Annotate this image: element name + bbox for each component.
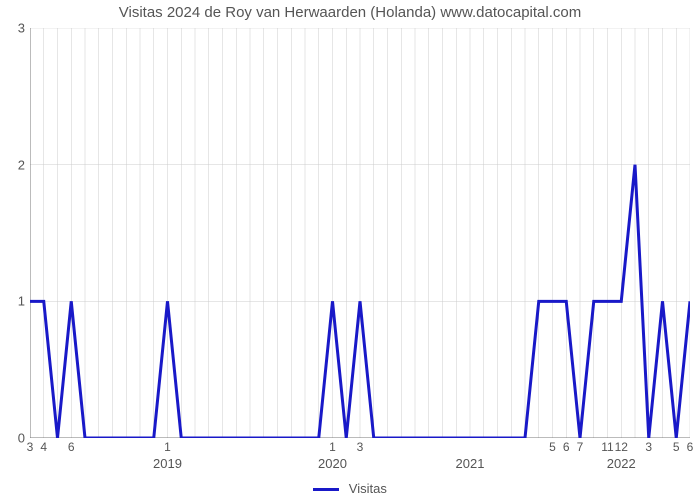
x-tick-label: 7 — [577, 440, 584, 454]
x-tick-label: 11 — [601, 440, 613, 454]
legend: Visitas — [0, 481, 700, 496]
x-year-label: 2020 — [318, 456, 347, 471]
x-year-label: 2019 — [153, 456, 182, 471]
y-tick-label: 1 — [18, 294, 25, 309]
y-tick-label: 3 — [18, 21, 25, 36]
y-tick-label: 0 — [18, 431, 25, 446]
x-tick-label: 1 — [164, 440, 171, 454]
chart-title: Visitas 2024 de Roy van Herwaarden (Hola… — [0, 4, 700, 21]
x-tick-label: 5 — [673, 440, 680, 454]
x-tick-label: 1 — [329, 440, 336, 454]
x-tick-label: 6 — [563, 440, 570, 454]
x-tick-label: 3 — [645, 440, 652, 454]
x-tick-label: 6 — [687, 440, 694, 454]
x-tick-label: 3 — [357, 440, 364, 454]
x-tick-label: 5 — [549, 440, 556, 454]
x-year-label: 2021 — [456, 456, 485, 471]
x-tick-label: 12 — [615, 440, 628, 454]
x-tick-label: 3 — [27, 440, 34, 454]
chart-container: Visitas 2024 de Roy van Herwaarden (Hola… — [0, 0, 700, 500]
x-tick-label: 4 — [40, 440, 47, 454]
y-tick-label: 2 — [18, 157, 25, 172]
legend-swatch — [313, 488, 339, 491]
x-year-label: 2022 — [607, 456, 636, 471]
plot-area — [30, 28, 690, 438]
legend-label: Visitas — [349, 481, 387, 496]
x-tick-label: 6 — [68, 440, 75, 454]
chart-svg — [30, 28, 690, 438]
